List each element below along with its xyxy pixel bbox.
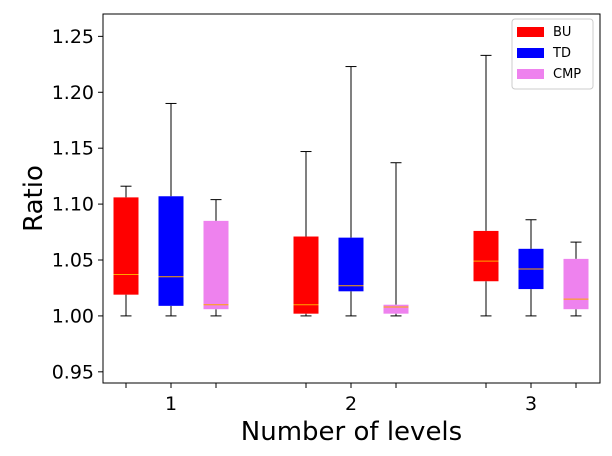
box-td-3 (518, 219, 544, 317)
y-tick-label: 1.15 (52, 138, 94, 160)
legend-label-cmp: CMP (553, 67, 581, 82)
box-td-2 (338, 66, 364, 317)
y-axis: 0.95 1.00 1.05 1.10 1.15 1.20 1.25 (52, 26, 103, 383)
box-cmp-3 (563, 241, 589, 317)
y-tick-label: 1.00 (52, 305, 94, 327)
y-tick-label: 1.25 (52, 26, 94, 48)
legend-swatch-bu (517, 27, 544, 37)
plot-frame (102, 13, 601, 384)
x-axis-label: Number of levels (241, 417, 462, 447)
box-cmp-1 (203, 199, 229, 317)
x-tick-label: 2 (345, 393, 357, 415)
legend: BU TD CMP (511, 18, 594, 90)
box-iqr (563, 258, 589, 310)
plot-content (113, 54, 589, 317)
x-tick-label: 3 (525, 393, 537, 415)
y-tick-label: 1.10 (52, 194, 94, 216)
box-cmp-2 (383, 162, 409, 317)
y-tick-label: 0.95 (52, 361, 94, 383)
x-axis: 1 2 3 (125, 383, 577, 415)
box-iqr (338, 237, 364, 292)
legend-swatch-td (517, 48, 544, 58)
y-tick-label: 1.20 (52, 82, 94, 104)
legend-label-td: TD (552, 46, 571, 61)
box-td-1 (158, 102, 184, 317)
x-tick-label: 1 (165, 393, 177, 415)
y-axis-label: Ratio (19, 165, 49, 232)
box-iqr (293, 236, 319, 314)
box-iqr (203, 220, 229, 310)
box-bu-2 (293, 151, 319, 317)
box-iqr (383, 304, 409, 314)
box-iqr (158, 196, 184, 306)
box-iqr (473, 230, 499, 282)
box-iqr (113, 197, 139, 295)
y-tick-label: 1.05 (52, 250, 94, 272)
legend-label-bu: BU (553, 25, 571, 40)
legend-swatch-cmp (517, 69, 544, 79)
box-bu-3 (473, 54, 499, 317)
box-bu-1 (113, 185, 139, 317)
